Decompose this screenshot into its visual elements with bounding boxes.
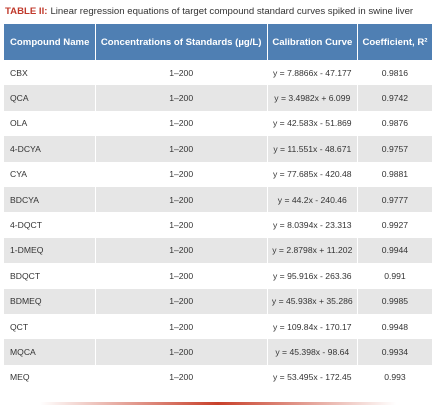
table-cell: 0.9777: [357, 186, 432, 213]
table-cell: y = 45.398x - 98.64: [267, 339, 358, 365]
table-cell: QCT: [4, 313, 96, 340]
table-cell: 1–200: [95, 288, 268, 314]
table-cell: y = 45.938x + 35.286: [267, 288, 358, 314]
table-cell: y = 109.84x - 170.17: [267, 313, 358, 340]
table-cell: CBX: [4, 60, 96, 86]
table-cell: CYA: [4, 161, 96, 187]
table-row: QCT 1–200 y = 109.84x - 170.17 0.9948: [4, 313, 432, 340]
table-cell: 4-DCYA: [4, 136, 96, 162]
table-row: OLA 1–200 y = 42.583x - 51.869 0.9876: [4, 110, 432, 137]
header-row: Compound Name Concentrations of Standards…: [4, 24, 432, 60]
table-cell: 0.9876: [381, 118, 409, 129]
table-row: CBX 1–200 y = 7.8866x - 47.177 0.9816: [4, 60, 432, 86]
table-cell: 0.9948: [381, 321, 409, 332]
table-cell: 0.9881: [381, 169, 409, 180]
table-cell: 1-DMEQ: [4, 237, 96, 264]
table-cell: y = 7.8866x - 47.177: [267, 60, 358, 86]
table-row: 1-DMEQ 1–200 y = 2.8798x + 11.202 0.9944: [4, 237, 432, 264]
table-cell: y = 42.583x - 51.869: [267, 110, 358, 137]
table-cell: 0.9985: [357, 288, 432, 314]
table-cell: y = 77.685x - 420.48: [267, 161, 358, 187]
table-cell: 0.9757: [357, 136, 432, 162]
table-row: 4-DQCT 1–200 y = 8.0394x - 23.313 0.9927: [4, 212, 432, 238]
table-cell: y = 11.551x - 48.671: [267, 136, 358, 162]
table-cell: 1–200: [95, 212, 268, 238]
table-cell: 1–200: [95, 136, 268, 162]
table-cell: 1–200: [95, 237, 268, 264]
table-row: MEQ 1–200 y = 53.495x - 172.45 0.993: [4, 364, 432, 391]
column-header: Concentrations of Standards (µg/L): [95, 24, 268, 60]
table-cell: 1–200: [95, 161, 268, 187]
table-cell: 0.9927: [381, 220, 409, 231]
table-row: QCA 1–200 y = 3.4982x + 6.099 0.9742: [4, 85, 432, 111]
table-cell: y = 44.2x - 240.46: [267, 186, 358, 213]
data-table: Compound Name Concentrations of Standards…: [4, 24, 432, 391]
table-cell: y = 8.0394x - 23.313: [267, 212, 358, 238]
table-cell: 0.993: [384, 372, 406, 383]
table-cell: QCA: [4, 85, 96, 111]
table-cell: 0.9934: [357, 339, 432, 365]
table-cell: 0.9816: [381, 67, 409, 78]
table-cell: 1–200: [95, 110, 268, 137]
table-row: CYA 1–200 y = 77.685x - 420.48 0.9881: [4, 161, 432, 187]
table-cell: MEQ: [4, 364, 96, 391]
table-cell: 1–200: [95, 186, 268, 213]
table-cell: 0.9742: [357, 85, 432, 111]
table-cell: MQCA: [4, 339, 96, 365]
table-cell: 0.9944: [357, 237, 432, 264]
table-row: BDMEQ 1–200 y = 45.938x + 35.286 0.9985: [4, 288, 432, 314]
column-header: Calibration Curve: [267, 24, 358, 60]
table-cell: y = 53.495x - 172.45: [267, 364, 358, 391]
table-cell: BDCYA: [4, 186, 96, 213]
table-cell: 0.991: [384, 270, 406, 281]
table-cell: 1–200: [95, 263, 268, 289]
table-row: 4-DCYA 1–200 y = 11.551x - 48.671 0.9757: [4, 136, 432, 162]
table-row: BDCYA 1–200 y = 44.2x - 240.46 0.9777: [4, 186, 432, 213]
column-header: Compound Name: [4, 24, 96, 60]
table-cell: BDMEQ: [4, 288, 96, 314]
caption-label: TABLE II:: [5, 6, 48, 17]
table-cell: 4-DQCT: [4, 212, 96, 238]
divider: [40, 402, 396, 405]
table-row: BDQCT 1–200 y = 95.916x - 263.36 0.991: [4, 263, 432, 289]
column-header: Coefficient, R²: [357, 24, 432, 60]
caption-text: Linear regression equations of target co…: [50, 6, 414, 17]
table-cell: y = 2.8798x + 11.202: [267, 237, 358, 264]
table-cell: 1–200: [95, 85, 268, 111]
table-cell: 1–200: [95, 339, 268, 365]
caption: TABLE II: Linear regression equations of …: [5, 6, 413, 17]
table-cell: BDQCT: [4, 263, 96, 289]
table-cell: y = 95.916x - 263.36: [267, 263, 358, 289]
table-cell: 1–200: [95, 364, 268, 391]
table-cell: OLA: [4, 110, 96, 137]
table-cell: 1–200: [95, 60, 268, 86]
table-row: MQCA 1–200 y = 45.398x - 98.64 0.9934: [4, 339, 432, 365]
table-cell: 1–200: [95, 313, 268, 340]
table-cell: y = 3.4982x + 6.099: [267, 85, 358, 111]
